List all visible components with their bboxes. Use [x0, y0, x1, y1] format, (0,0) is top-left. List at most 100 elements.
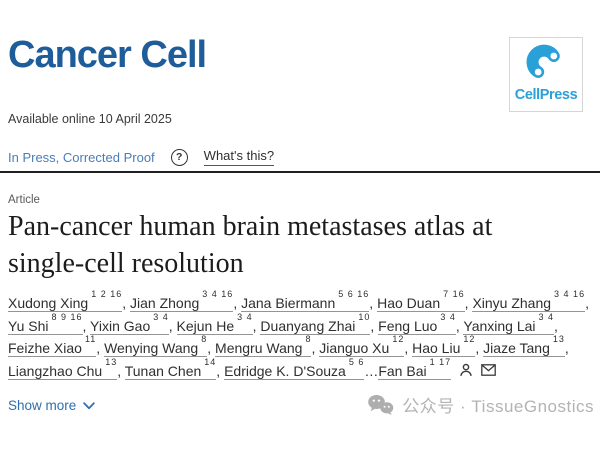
author-name: Jianguo Xu	[319, 340, 390, 356]
author-line: Feizhe Xiao11, Wenying Wang8, Mengru Wan…	[8, 335, 589, 360]
author-name: Xinyu Zhang	[472, 295, 552, 311]
author-name: Xudong Xing	[8, 295, 89, 311]
author-name: Jana Biermann	[241, 295, 336, 311]
author-name: Kejun He	[176, 317, 235, 334]
author-action-icons	[459, 363, 496, 377]
author-separator: ,	[475, 340, 484, 356]
author-link[interactable]: Hao Liu12	[412, 335, 476, 357]
author: Kejun He3 4,	[176, 312, 261, 335]
author-name: Fan Bai	[378, 362, 427, 379]
whats-this-link[interactable]: What's this?	[203, 148, 275, 166]
author: Fan Bai1 17	[378, 357, 452, 380]
author-separator: ,	[96, 340, 105, 356]
author-link[interactable]: Hao Duan7 16	[377, 290, 465, 312]
author-profile-icon[interactable]	[459, 363, 473, 377]
author-separator: ,	[369, 295, 378, 311]
author-link[interactable]: Feng Luo3 4	[378, 312, 456, 335]
article-title-line: single-cell resolution	[8, 248, 244, 279]
watermark: 公众号 · TissueGnostics	[367, 392, 594, 417]
author: Edridge K. D'Souza5 6…	[224, 357, 379, 380]
wechat-icon	[368, 394, 394, 415]
author-link[interactable]: Yixin Gao3 4	[90, 312, 169, 335]
author-link[interactable]: Liangzhao Chu13	[8, 357, 118, 380]
author: Liangzhao Chu13,	[8, 357, 125, 380]
author-link[interactable]: Xinyu Zhang3 4 16	[472, 290, 586, 312]
author: Xudong Xing1 2 16,	[8, 290, 130, 312]
author-link[interactable]: Xudong Xing1 2 16	[8, 290, 123, 312]
author: Jana Biermann5 6 16,	[241, 290, 378, 312]
author-separator: ,	[168, 317, 177, 334]
author-link[interactable]: Yanxing Lai3 4	[463, 312, 555, 335]
author-separator: …	[364, 362, 379, 379]
question-mark-icon[interactable]: ?	[170, 148, 188, 166]
author: Jian Zhong3 4 16,	[130, 290, 241, 312]
cellpress-logo[interactable]: CellPress	[509, 37, 583, 112]
author-link[interactable]: Yu Shi8 9 16	[8, 312, 83, 335]
corresponding-author-email-icon[interactable]	[481, 363, 496, 376]
article-title: Pan-cancer human brain metastases atlas …	[8, 208, 492, 282]
author-affiliation-superscript: 10	[358, 311, 371, 322]
author: Mengru Wang8,	[215, 335, 319, 357]
author-name: Edridge K. D'Souza	[224, 362, 346, 379]
author-affiliation-superscript: 12	[463, 334, 476, 345]
watermark-text: 公众号 · TissueGnostics	[402, 397, 594, 416]
author-separator: ,	[585, 295, 589, 311]
author-name: Mengru Wang	[215, 340, 303, 356]
author-name: Duanyang Zhai	[260, 317, 356, 334]
author: Jianguo Xu12,	[319, 335, 413, 357]
author-link[interactable]: Mengru Wang8	[215, 335, 312, 357]
author-affiliation-superscript: 13	[105, 356, 118, 367]
author-link[interactable]: Jian Zhong3 4 16	[130, 290, 234, 312]
author-name: Wenying Wang	[104, 340, 199, 356]
author-link[interactable]: Jianguo Xu12	[319, 335, 405, 357]
author: Yanxing Lai3 4,	[463, 312, 558, 335]
author: Xinyu Zhang3 4 16,	[472, 290, 589, 312]
author-name: Yanxing Lai	[463, 317, 536, 334]
in-press-status-link[interactable]: In Press, Corrected Proof	[8, 149, 155, 165]
author-separator: ,	[252, 317, 261, 334]
author-affiliation-superscript: 1 17	[429, 356, 452, 367]
author-affiliation-superscript: 3 4	[538, 311, 555, 322]
author-name: Yixin Gao	[90, 317, 151, 334]
author-affiliation-superscript: 1 2 16	[91, 289, 123, 300]
author-affiliation-superscript: 8	[201, 334, 208, 345]
author-separator: ,	[122, 295, 130, 311]
status-row: In Press, Corrected Proof ? What's this?	[8, 148, 275, 166]
author-link[interactable]: Edridge K. D'Souza5 6	[224, 357, 365, 380]
author-name: Liangzhao Chu	[8, 362, 103, 379]
author-affiliation-superscript: 5 6	[348, 356, 365, 367]
author-name: Jian Zhong	[130, 295, 200, 311]
author: Yu Shi8 9 16,	[8, 312, 90, 335]
article-type-label: Article	[8, 194, 40, 206]
chevron-down-icon	[83, 401, 95, 409]
author-separator: ,	[404, 340, 413, 356]
author-separator: ,	[455, 317, 464, 334]
author-separator: ,	[117, 362, 125, 379]
author-name: Feizhe Xiao	[8, 340, 82, 356]
author-link[interactable]: Feizhe Xiao11	[8, 335, 97, 357]
author-link[interactable]: Duanyang Zhai10	[260, 312, 371, 335]
author-affiliation-superscript: 12	[392, 334, 405, 345]
author-name: Yu Shi	[8, 317, 49, 334]
divider-line	[0, 171, 600, 173]
author-affiliation-superscript: 5 6 16	[338, 289, 370, 300]
author: Yixin Gao3 4,	[90, 312, 177, 335]
author-affiliation-superscript: 14	[204, 356, 217, 367]
author-link[interactable]: Kejun He3 4	[176, 312, 253, 335]
author-link[interactable]: Jiaze Tang13	[483, 335, 565, 357]
author-affiliation-superscript: 3 4 16	[554, 289, 586, 300]
author-link[interactable]: Fan Bai1 17	[378, 357, 452, 380]
journal-title[interactable]: Cancer Cell	[8, 34, 207, 76]
author-link[interactable]: Jana Biermann5 6 16	[241, 290, 370, 312]
author: Hao Duan7 16,	[377, 290, 473, 312]
author-name: Hao Duan	[377, 295, 441, 311]
author-affiliation-superscript: 8	[305, 334, 312, 345]
author-link[interactable]: Tunan Chen14	[124, 357, 217, 380]
author-affiliation-superscript: 7 16	[443, 289, 465, 300]
author-separator: ,	[207, 340, 216, 356]
author-link[interactable]: Wenying Wang8	[104, 335, 208, 357]
author-separator: ,	[554, 317, 558, 334]
show-more-button[interactable]: Show more	[8, 398, 95, 413]
author-separator: ,	[464, 295, 473, 311]
